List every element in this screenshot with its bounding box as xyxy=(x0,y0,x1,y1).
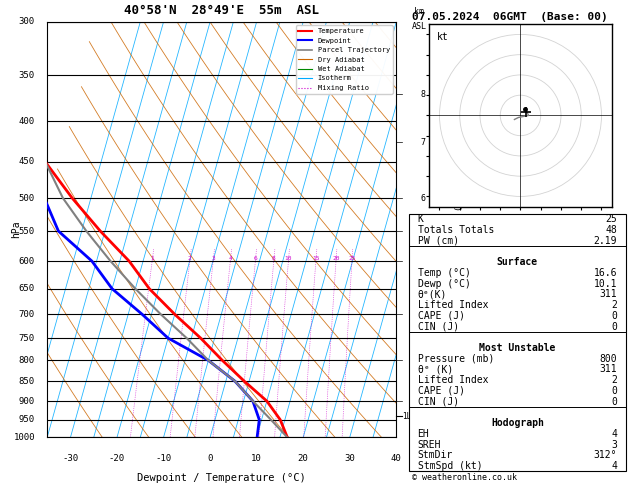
Text: 40°58'N  28°49'E  55m  ASL: 40°58'N 28°49'E 55m ASL xyxy=(124,4,320,17)
Text: 550: 550 xyxy=(19,226,35,236)
Text: 850: 850 xyxy=(19,377,35,386)
Text: Lifted Index: Lifted Index xyxy=(418,300,488,310)
Text: 8: 8 xyxy=(421,90,426,99)
Text: 40: 40 xyxy=(391,454,402,463)
Text: 0: 0 xyxy=(611,311,617,321)
Text: 6: 6 xyxy=(253,256,257,261)
Text: 2: 2 xyxy=(421,356,426,365)
Text: 600: 600 xyxy=(19,257,35,265)
Text: -20: -20 xyxy=(109,454,125,463)
Text: Temp (°C): Temp (°C) xyxy=(418,268,470,278)
Text: -10: -10 xyxy=(155,454,172,463)
Text: 650: 650 xyxy=(19,284,35,293)
Text: 1LCL: 1LCL xyxy=(403,412,421,420)
Text: Mixing Ratio (g/kg): Mixing Ratio (g/kg) xyxy=(455,178,464,281)
Text: ASL: ASL xyxy=(411,22,426,31)
Text: K: K xyxy=(418,214,423,224)
Text: θᵉ (K): θᵉ (K) xyxy=(418,364,453,374)
Text: 2: 2 xyxy=(611,375,617,385)
Text: 0: 0 xyxy=(611,386,617,396)
Text: Pressure (mb): Pressure (mb) xyxy=(418,354,494,364)
Text: km: km xyxy=(414,7,424,16)
Text: 300: 300 xyxy=(19,17,35,26)
Text: 2: 2 xyxy=(188,256,192,261)
Text: CAPE (J): CAPE (J) xyxy=(418,311,465,321)
Text: PW (cm): PW (cm) xyxy=(418,236,459,245)
Text: 7: 7 xyxy=(421,138,426,147)
Text: 311: 311 xyxy=(599,364,617,374)
Text: 1: 1 xyxy=(150,256,154,261)
Text: 4: 4 xyxy=(611,461,617,471)
Text: 1000: 1000 xyxy=(13,433,35,442)
Text: 48: 48 xyxy=(606,225,617,235)
Text: Most Unstable: Most Unstable xyxy=(479,343,555,353)
Text: 3: 3 xyxy=(211,256,215,261)
Text: 10: 10 xyxy=(251,454,262,463)
Text: 312°: 312° xyxy=(594,451,617,460)
Text: 400: 400 xyxy=(19,117,35,126)
Text: 900: 900 xyxy=(19,397,35,405)
Text: θᵉ(K): θᵉ(K) xyxy=(418,289,447,299)
Text: 450: 450 xyxy=(19,157,35,166)
Text: 3: 3 xyxy=(421,310,426,319)
Text: CIN (J): CIN (J) xyxy=(418,397,459,407)
Text: 25: 25 xyxy=(348,256,356,261)
Text: SREH: SREH xyxy=(418,440,441,450)
Text: 800: 800 xyxy=(19,356,35,365)
Text: 6: 6 xyxy=(421,194,426,203)
Text: Dewp (°C): Dewp (°C) xyxy=(418,278,470,289)
Text: 500: 500 xyxy=(19,194,35,203)
Text: 30: 30 xyxy=(344,454,355,463)
Text: 800: 800 xyxy=(599,354,617,364)
Text: 4: 4 xyxy=(228,256,232,261)
Text: 950: 950 xyxy=(19,415,35,424)
Text: 700: 700 xyxy=(19,310,35,319)
Text: Totals Totals: Totals Totals xyxy=(418,225,494,235)
Legend: Temperature, Dewpoint, Parcel Trajectory, Dry Adiabat, Wet Adiabat, Isotherm, Mi: Temperature, Dewpoint, Parcel Trajectory… xyxy=(296,25,392,94)
Text: 16.6: 16.6 xyxy=(594,268,617,278)
Text: 07.05.2024  06GMT  (Base: 00): 07.05.2024 06GMT (Base: 00) xyxy=(412,12,608,22)
Text: 10.1: 10.1 xyxy=(594,278,617,289)
Text: 2.19: 2.19 xyxy=(594,236,617,245)
Text: 20: 20 xyxy=(298,454,309,463)
Text: 311: 311 xyxy=(599,289,617,299)
Text: 4: 4 xyxy=(421,257,426,265)
Text: 3: 3 xyxy=(611,440,617,450)
Text: StmDir: StmDir xyxy=(418,451,453,460)
Text: 1: 1 xyxy=(421,397,426,405)
Text: Dewpoint / Temperature (°C): Dewpoint / Temperature (°C) xyxy=(137,473,306,483)
Text: 10: 10 xyxy=(285,256,292,261)
Text: Lifted Index: Lifted Index xyxy=(418,375,488,385)
Text: Hodograph: Hodograph xyxy=(491,418,544,428)
Text: 8: 8 xyxy=(272,256,276,261)
Text: hPa: hPa xyxy=(11,221,21,239)
Text: kt: kt xyxy=(437,32,448,42)
Text: 0: 0 xyxy=(208,454,213,463)
Text: CAPE (J): CAPE (J) xyxy=(418,386,465,396)
Text: 4: 4 xyxy=(611,429,617,439)
Text: StmSpd (kt): StmSpd (kt) xyxy=(418,461,482,471)
Text: 15: 15 xyxy=(312,256,320,261)
Text: 20: 20 xyxy=(332,256,340,261)
Text: 25: 25 xyxy=(606,214,617,224)
Text: 5: 5 xyxy=(421,226,426,236)
Text: -30: -30 xyxy=(62,454,79,463)
Text: CIN (J): CIN (J) xyxy=(418,322,459,331)
Text: 350: 350 xyxy=(19,70,35,80)
Text: © weatheronline.co.uk: © weatheronline.co.uk xyxy=(412,473,517,482)
Text: 2: 2 xyxy=(611,300,617,310)
Text: Surface: Surface xyxy=(497,257,538,267)
Text: 0: 0 xyxy=(611,397,617,407)
Text: 750: 750 xyxy=(19,333,35,343)
Text: EH: EH xyxy=(418,429,429,439)
Text: 0: 0 xyxy=(611,322,617,331)
